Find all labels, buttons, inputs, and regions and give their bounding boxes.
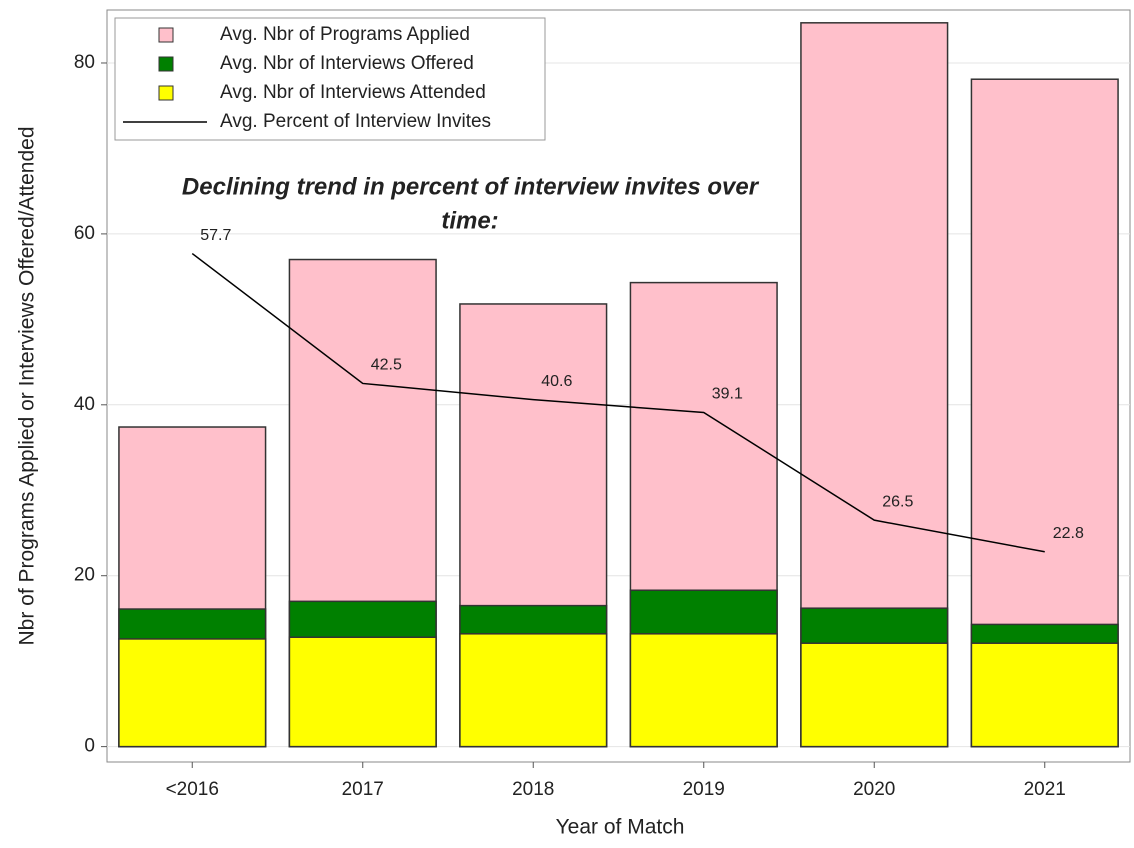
legend-box <box>114 17 546 141</box>
data-label: 26.5 <box>882 493 913 510</box>
legend-swatch <box>158 27 174 43</box>
x-tick-label: 2020 <box>853 779 895 800</box>
x-tick-label: 2019 <box>683 779 725 800</box>
bar <box>970 642 1119 748</box>
y-tick-label: 0 <box>84 736 95 757</box>
bar <box>459 633 608 748</box>
y-tick-label: 40 <box>74 394 95 415</box>
data-label: 42.5 <box>371 357 402 374</box>
legend-swatch <box>158 85 174 101</box>
data-label: 39.1 <box>712 386 743 403</box>
x-tick-label: 2018 <box>512 779 554 800</box>
data-label: 57.7 <box>200 227 231 244</box>
legend-label: Avg. Nbr of Programs Applied <box>220 24 470 45</box>
data-label: 22.8 <box>1053 525 1084 542</box>
y-tick-label: 60 <box>74 223 95 244</box>
x-tick-label: <2016 <box>166 779 219 800</box>
x-axis-title: Year of Match <box>556 816 685 839</box>
x-tick-label: 2017 <box>342 779 384 800</box>
bar <box>629 633 778 748</box>
bar <box>800 642 949 748</box>
y-tick-label: 20 <box>74 565 95 586</box>
y-tick-label: 80 <box>74 52 95 73</box>
legend-swatch <box>158 56 174 72</box>
bar <box>288 636 437 748</box>
y-axis-title: Nbr of Programs Applied or Interviews Of… <box>16 126 39 645</box>
annotation: Declining trend in percent of interview … <box>182 173 760 200</box>
legend-label: Avg. Nbr of Interviews Offered <box>220 53 474 74</box>
bar <box>118 638 267 748</box>
line <box>191 252 1045 553</box>
data-label: 40.6 <box>541 373 572 390</box>
legend-label: Avg. Nbr of Interviews Attended <box>220 82 486 103</box>
legend-label: Avg. Percent of Interview Invites <box>220 111 491 132</box>
annotation: time: <box>441 207 498 234</box>
x-tick-label: 2021 <box>1024 779 1066 800</box>
